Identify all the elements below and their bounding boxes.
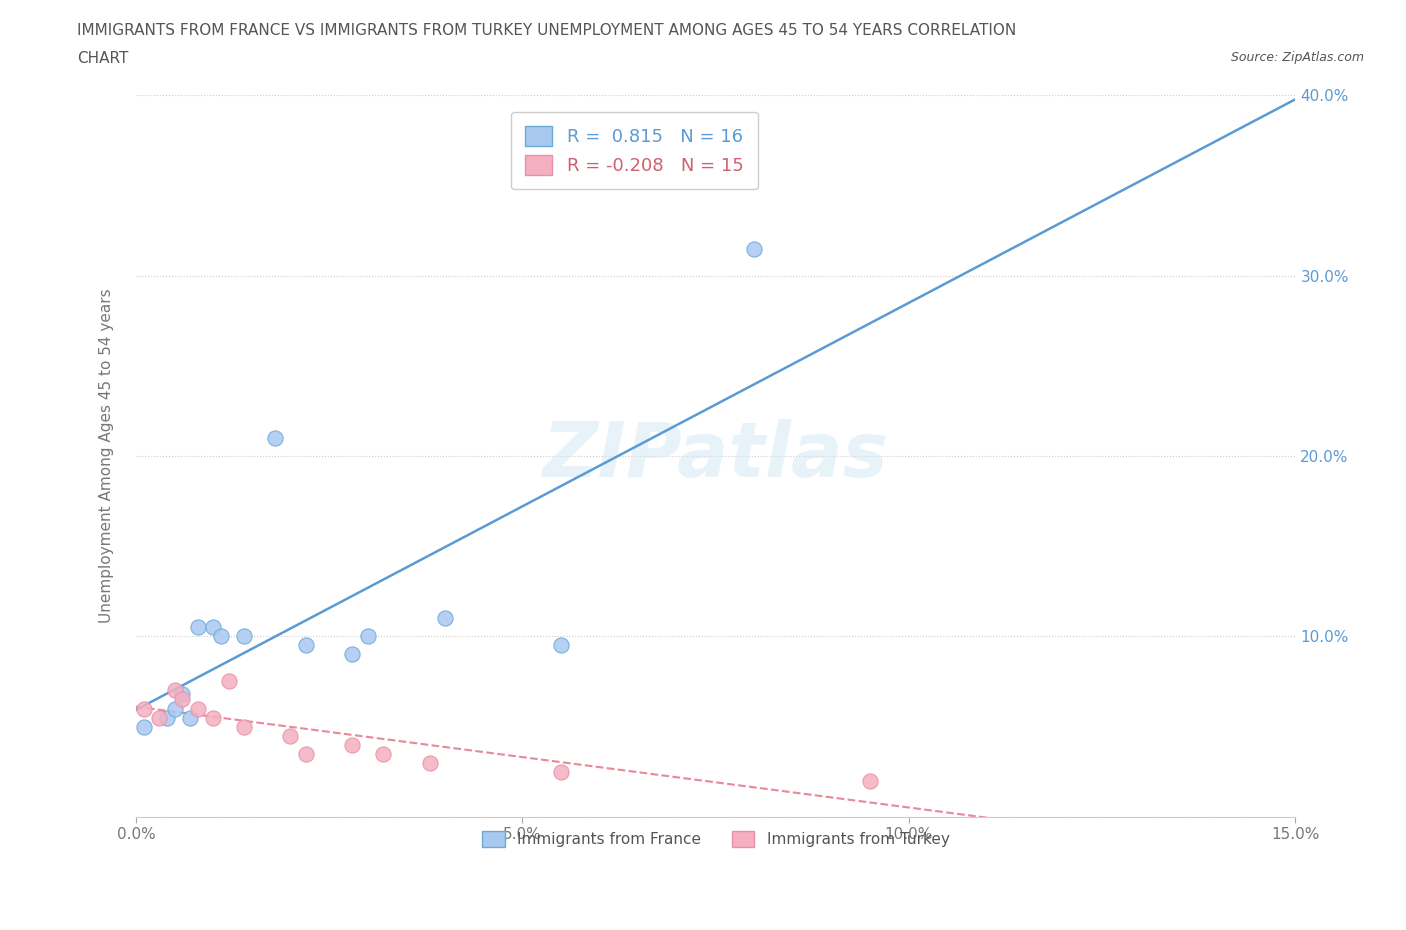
Point xyxy=(202,711,225,725)
Point xyxy=(163,701,186,716)
Text: Source: ZipAtlas.com: Source: ZipAtlas.com xyxy=(1230,51,1364,64)
Point xyxy=(148,711,170,725)
Y-axis label: Unemployment Among Ages 45 to 54 years: Unemployment Among Ages 45 to 54 years xyxy=(100,288,114,623)
Point xyxy=(172,686,194,701)
Point xyxy=(342,647,364,662)
Point xyxy=(209,629,232,644)
Point xyxy=(419,755,441,770)
Point xyxy=(550,638,572,653)
Point xyxy=(859,773,882,788)
Point xyxy=(280,728,302,743)
Point xyxy=(132,701,155,716)
Legend: Immigrants from France, Immigrants from Turkey: Immigrants from France, Immigrants from … xyxy=(470,819,962,859)
Point xyxy=(434,611,457,626)
Point xyxy=(218,674,240,689)
Point xyxy=(744,241,766,256)
Point xyxy=(156,711,179,725)
Text: IMMIGRANTS FROM FRANCE VS IMMIGRANTS FROM TURKEY UNEMPLOYMENT AMONG AGES 45 TO 5: IMMIGRANTS FROM FRANCE VS IMMIGRANTS FRO… xyxy=(77,23,1017,38)
Point xyxy=(233,719,256,734)
Point xyxy=(163,683,186,698)
Point xyxy=(264,431,287,445)
Point xyxy=(187,701,209,716)
Point xyxy=(342,737,364,752)
Point xyxy=(357,629,380,644)
Point xyxy=(295,638,318,653)
Text: CHART: CHART xyxy=(77,51,129,66)
Point xyxy=(295,746,318,761)
Point xyxy=(187,620,209,635)
Text: ZIPatlas: ZIPatlas xyxy=(543,419,889,493)
Point xyxy=(179,711,201,725)
Point xyxy=(202,620,225,635)
Point xyxy=(550,764,572,779)
Point xyxy=(172,692,194,707)
Point xyxy=(373,746,395,761)
Point xyxy=(132,719,155,734)
Point xyxy=(233,629,256,644)
